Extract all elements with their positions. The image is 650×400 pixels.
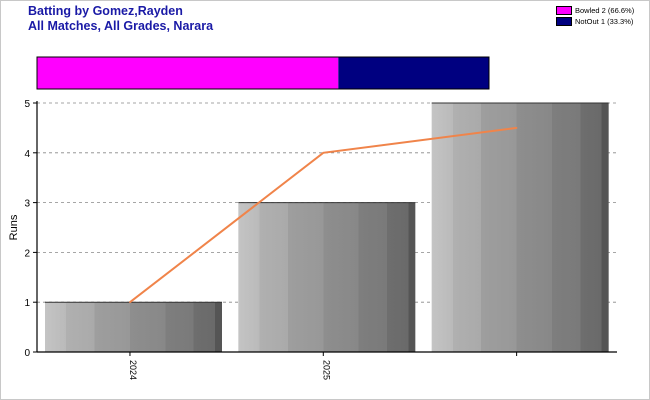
legend-item-bowled: Bowled 2 (66.6%) — [556, 5, 634, 16]
y-tick-label-0: 0 — [24, 348, 30, 359]
y-tick-label-4: 4 — [24, 149, 30, 160]
legend-swatch-bowled — [556, 6, 572, 15]
bar-0 — [45, 302, 222, 352]
legend-item-notout: NotOut 1 (33.3%) — [556, 16, 634, 27]
strip-segment-notout — [338, 57, 489, 89]
trend-point-2 — [515, 127, 518, 129]
y-tick-label-1: 1 — [24, 298, 30, 309]
trend-point-1 — [322, 152, 325, 154]
legend: Bowled 2 (66.6%) NotOut 1 (33.3%) — [556, 5, 634, 27]
y-tick-label-2: 2 — [24, 248, 30, 259]
trend-point-0 — [129, 301, 131, 304]
legend-label-notout: NotOut 1 (33.3%) — [575, 16, 634, 26]
y-tick-label-5: 5 — [24, 99, 30, 110]
bar-1 — [238, 202, 416, 352]
title-line-2: All Matches, All Grades, Narara — [28, 19, 214, 33]
x-tick-label-2025: 2025 — [321, 360, 331, 380]
y-axis-label: Runs — [8, 214, 20, 240]
legend-swatch-notout — [556, 17, 572, 26]
legend-label-bowled: Bowled 2 (66.6%) — [575, 5, 635, 15]
y-tick-label-3: 3 — [24, 199, 30, 210]
strip-border — [36, 56, 490, 90]
bar-2 — [431, 103, 609, 352]
title-line-1: Batting by Gomez,Rayden — [28, 4, 183, 18]
x-tick-label-2024: 2024 — [128, 360, 138, 380]
chart-title: Batting by Gomez,Rayden All Matches, All… — [28, 4, 213, 34]
strip-segment-bowled — [37, 57, 339, 89]
